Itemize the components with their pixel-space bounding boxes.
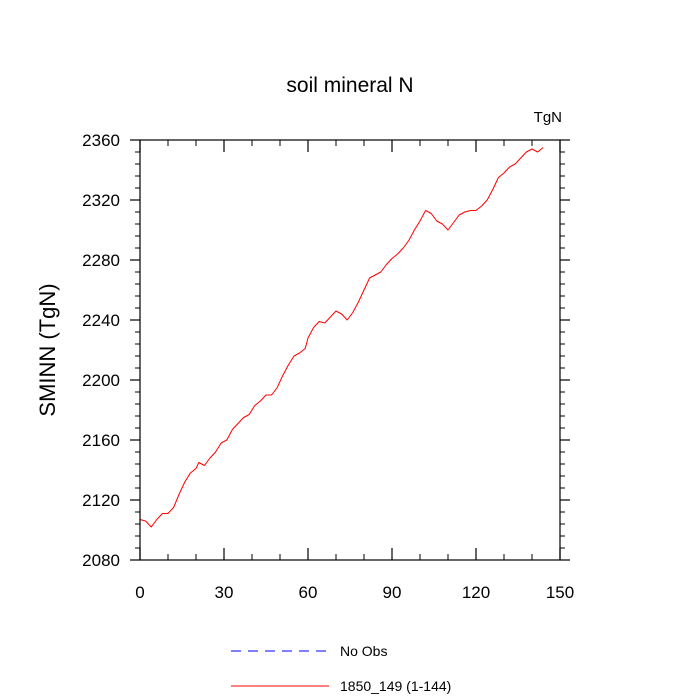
y-tick-label: 2160: [82, 431, 120, 450]
y-tick-label: 2280: [82, 251, 120, 270]
chart-title: soil mineral N: [286, 74, 413, 97]
legend-label-1850-149: 1850_149 (1-144): [340, 678, 451, 694]
x-tick-label: 30: [215, 583, 234, 602]
x-tick-label: 60: [299, 583, 318, 602]
plot-frame: [139, 139, 561, 561]
series-line-1: [139, 147, 544, 528]
x-tick-label: 120: [462, 583, 490, 602]
y-tick-label: 2240: [82, 311, 120, 330]
axis-ticks: [130, 139, 570, 561]
legend: No Obs 1850_149 (1-144): [231, 643, 451, 694]
y-tick-label: 2200: [82, 371, 120, 390]
y-axis-label: SMINN (TgN): [35, 283, 60, 416]
x-tick-label: 0: [135, 583, 144, 602]
y-tick-label: 2360: [82, 131, 120, 150]
units-label: TgN: [534, 109, 562, 126]
tick-labels: 0 30 60 90 120 150 2080 2120 2160 2200 2240 2280 232…: [82, 131, 574, 602]
series-layer: [139, 147, 544, 528]
legend-label-no-obs: No Obs: [340, 643, 387, 659]
y-tick-label: 2320: [82, 191, 120, 210]
y-tick-label: 2120: [82, 491, 120, 510]
y-tick-label: 2080: [82, 551, 120, 570]
x-tick-label: 90: [383, 583, 402, 602]
x-tick-label: 150: [546, 583, 574, 602]
